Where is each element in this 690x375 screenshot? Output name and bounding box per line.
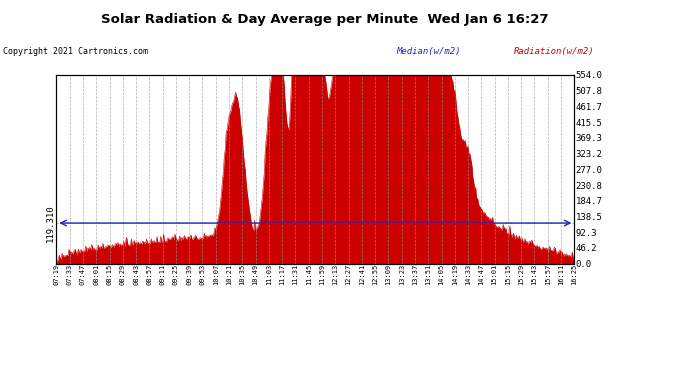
Text: Solar Radiation & Day Average per Minute  Wed Jan 6 16:27: Solar Radiation & Day Average per Minute… — [101, 13, 548, 26]
Text: Median(w/m2): Median(w/m2) — [397, 47, 461, 56]
Text: Copyright 2021 Cartronics.com: Copyright 2021 Cartronics.com — [3, 47, 148, 56]
Text: Radiation(w/m2): Radiation(w/m2) — [514, 47, 595, 56]
